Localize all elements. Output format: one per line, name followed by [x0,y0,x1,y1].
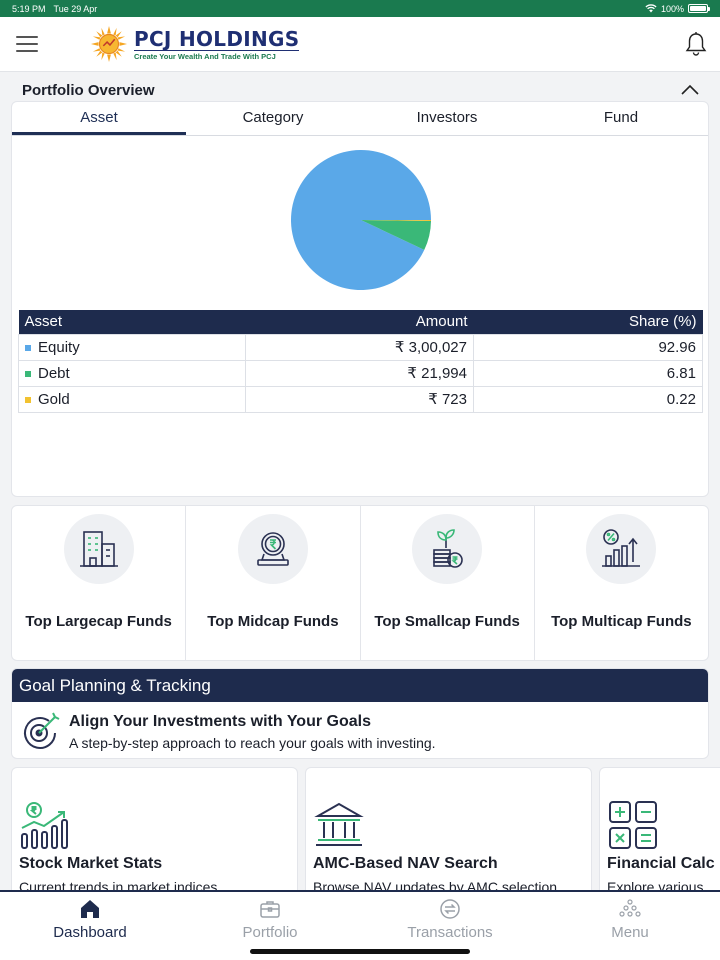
col-asset: Asset [18,310,246,334]
fund-shortcuts: Top Largecap Funds Top Midcap Funds Top … [11,505,709,661]
building-icon [79,531,118,567]
equity-swatch [25,344,31,351]
chevron-up-icon[interactable] [680,82,700,98]
portfolio-overview-card: Asset Category Investors Fund Asset Amou… [11,101,709,497]
status-date: Tue 29 Apr [53,3,98,14]
table-header-row: Asset Amount Share (%) [18,310,703,334]
tool-title: Stock Market Stats [19,855,163,872]
rupee-coin-icon [257,532,289,566]
battery-percent: 100% [660,3,684,14]
portfolio-tabs: Asset Category Investors Fund [12,102,708,136]
pie-slice-debt [361,220,431,250]
stock-chart-icon [21,802,68,849]
status-bar: 5:19 PM Tue 29 Apr 100% [0,0,720,17]
goal-header: Goal Planning & Tracking [12,669,708,702]
pie-slice-gold [361,220,431,221]
goal-subtitle: A step-by-step approach to reach your go… [69,735,436,751]
col-share: Share (%) [473,310,703,334]
status-time: 5:19 PM [12,3,46,14]
goal-planning-card[interactable]: Goal Planning & Tracking Align Your Inve… [11,668,709,759]
home-icon [81,900,99,918]
battery-icon [688,4,710,13]
dots-menu-icon [619,899,641,917]
bottom-tab-bar: Dashboard Portfolio Transactions Menu [0,890,720,960]
tab-transactions[interactable]: Transactions [360,892,540,960]
app-header: PCJ HOLDINGS Create Your Wealth And Trad… [0,17,720,72]
tab-label: Transactions [407,924,493,941]
home-indicator [250,949,470,954]
asset-amount: ₹ 21,994 [245,359,474,387]
top-largecap-funds[interactable]: Top Largecap Funds [12,506,187,660]
tab-asset[interactable]: Asset [12,102,186,135]
notification-bell-icon[interactable] [684,31,708,57]
exchange-icon [440,899,460,919]
calculator-icon [609,801,657,849]
tab-label: Dashboard [53,924,127,941]
tab-portfolio[interactable]: Portfolio [180,892,360,960]
pie-slice-equity [291,149,431,290]
tab-label: Portfolio [242,924,298,941]
brand-name: PCJ HOLDINGS [134,26,300,51]
table-row: Gold ₹ 723 0.22 [18,385,703,413]
percent-growth-icon [602,529,641,567]
tab-label: Menu [611,924,649,941]
tab-investors[interactable]: Investors [416,109,478,126]
asset-pie-chart [291,149,431,290]
tab-menu[interactable]: Menu [540,892,720,960]
asset-name: Gold [38,390,70,408]
table-row: Debt ₹ 21,994 6.81 [18,359,703,387]
tool-title: AMC-Based NAV Search [313,855,498,872]
asset-amount: ₹ 3,00,027 [245,333,474,361]
portfolio-overview-title: Portfolio Overview [22,82,155,99]
fund-label: Top Multicap Funds [551,613,692,630]
debt-swatch [25,370,31,377]
financial-calculator-card[interactable]: Financial Calc Explore various [599,767,720,907]
target-arrow-icon [24,712,60,749]
asset-share: 6.81 [473,359,703,387]
gold-swatch [25,396,31,403]
tab-fund[interactable]: Fund [603,109,639,126]
stock-market-stats-card[interactable]: Stock Market Stats Current trends in mar… [11,767,298,907]
tool-title: Financial Calc [607,855,715,872]
asset-share: 92.96 [473,333,703,361]
fund-label: Top Smallcap Funds [374,613,520,630]
asset-table: Asset Amount Share (%) Equity ₹ 3,00,027… [18,310,703,413]
table-row: Equity ₹ 3,00,027 92.96 [18,333,703,361]
brand-tagline: Create Your Wealth And Trade With PCJ [134,49,300,61]
brand-logo: PCJ HOLDINGS Create Your Wealth And Trad… [90,25,300,63]
asset-share: 0.22 [473,385,703,413]
goal-title: Align Your Investments with Your Goals [69,713,371,730]
fund-label: Top Midcap Funds [207,613,339,630]
asset-name: Debt [38,364,70,382]
asset-amount: ₹ 723 [245,385,474,413]
top-midcap-funds[interactable]: Top Midcap Funds [186,506,361,660]
wifi-icon [645,4,657,13]
tab-dashboard[interactable]: Dashboard [0,892,180,960]
bank-building-icon [314,802,364,846]
tab-category[interactable]: Category [242,109,304,126]
plant-coins-icon [433,529,463,568]
amc-nav-search-card[interactable]: AMC-Based NAV Search Browse NAV updates … [305,767,592,907]
hamburger-menu-icon[interactable] [16,36,38,52]
top-smallcap-funds[interactable]: Top Smallcap Funds [361,506,535,660]
briefcase-icon [260,901,280,918]
fund-label: Top Largecap Funds [25,613,172,630]
col-amount: Amount [245,310,474,334]
sun-logo-icon [90,25,128,63]
asset-name: Equity [38,338,80,356]
top-multicap-funds[interactable]: Top Multicap Funds [535,506,708,660]
